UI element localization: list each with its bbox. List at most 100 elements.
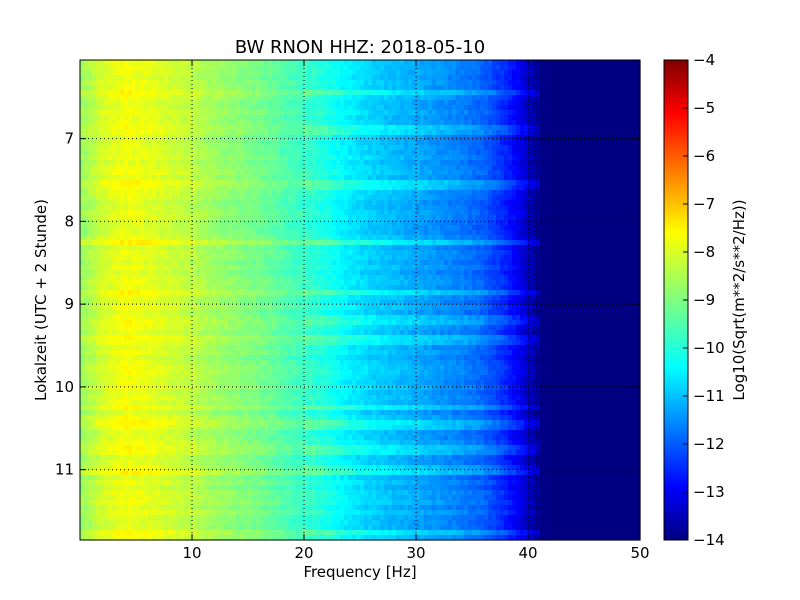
heatmap-cell [148, 155, 153, 161]
heatmap-cell [140, 155, 145, 161]
heatmap-cell [412, 200, 417, 206]
heatmap-cell [420, 130, 425, 136]
heatmap-cell [576, 220, 581, 226]
heatmap-cell [632, 90, 637, 96]
heatmap-cell [504, 175, 509, 181]
heatmap-cell [260, 125, 265, 131]
heatmap-cell [144, 210, 149, 216]
heatmap-cell [264, 160, 269, 166]
heatmap-cell [460, 140, 465, 146]
heatmap-cell [200, 230, 205, 236]
heatmap-cell [148, 185, 153, 191]
heatmap-cell [524, 175, 529, 181]
heatmap-cell [332, 215, 337, 221]
heatmap-cell [104, 140, 109, 146]
heatmap-cell [512, 120, 517, 126]
heatmap-cell [332, 220, 337, 226]
heatmap-cell [608, 95, 613, 101]
heatmap-cell [200, 205, 205, 211]
heatmap-cell [572, 130, 577, 136]
heatmap-cell [216, 220, 221, 226]
heatmap-cell [308, 65, 313, 71]
heatmap-cell [568, 200, 573, 206]
heatmap-cell [316, 150, 321, 156]
heatmap-cell [596, 115, 601, 121]
heatmap-cell [612, 190, 617, 196]
heatmap-cell [452, 135, 457, 141]
heatmap-cell [312, 75, 317, 81]
heatmap-cell [588, 230, 593, 236]
heatmap-cell [564, 135, 569, 141]
heatmap-cell [368, 205, 373, 211]
heatmap-cell [592, 185, 597, 191]
heatmap-cell [408, 175, 413, 181]
heatmap-cell [548, 175, 553, 181]
heatmap-cell [556, 215, 561, 221]
heatmap-cell [116, 135, 121, 141]
heatmap-cell [352, 130, 357, 136]
heatmap-cell [92, 215, 97, 221]
heatmap-cell [492, 180, 497, 186]
heatmap-cell [376, 200, 381, 206]
heatmap-cell [100, 95, 105, 101]
heatmap-cell [204, 120, 209, 126]
heatmap-cell [456, 215, 461, 221]
heatmap-cell [504, 215, 509, 221]
heatmap-cell [508, 150, 513, 156]
heatmap-cell [580, 135, 585, 141]
heatmap-cell [444, 230, 449, 236]
heatmap-cell [520, 105, 525, 111]
heatmap-cell [360, 205, 365, 211]
heatmap-cell [324, 190, 329, 196]
heatmap-cell [264, 205, 269, 211]
heatmap-cell [484, 190, 489, 196]
heatmap-cell [520, 60, 525, 66]
heatmap-cell [92, 80, 97, 86]
heatmap-cell [376, 110, 381, 116]
heatmap-cell [604, 185, 609, 191]
heatmap-cell [636, 195, 641, 201]
heatmap-cell [548, 170, 553, 176]
heatmap-cell [356, 235, 361, 241]
heatmap-cell [408, 95, 413, 101]
heatmap-cell [188, 160, 193, 166]
heatmap-cell [424, 235, 429, 241]
heatmap-cell [296, 95, 301, 101]
heatmap-cell [320, 200, 325, 206]
heatmap-cell [444, 155, 449, 161]
heatmap-cell [552, 75, 557, 81]
heatmap-cell [288, 170, 293, 176]
heatmap-cell [552, 210, 557, 216]
heatmap-cell [160, 115, 165, 121]
heatmap-cell [520, 160, 525, 166]
heatmap-cell [624, 85, 629, 91]
heatmap-cell [408, 140, 413, 146]
heatmap-cell [268, 115, 273, 121]
heatmap-cell [596, 175, 601, 181]
heatmap-cell [312, 170, 317, 176]
heatmap-cell [424, 175, 429, 181]
heatmap-cell [108, 115, 113, 121]
heatmap-cell [276, 185, 281, 191]
heatmap-cell [92, 175, 97, 181]
heatmap-cell [208, 75, 213, 81]
heatmap-cell [492, 145, 497, 151]
heatmap-cell [108, 150, 113, 156]
heatmap-cell [512, 140, 517, 146]
heatmap-cell [396, 225, 401, 231]
heatmap-cell [92, 115, 97, 121]
heatmap-cell [580, 215, 585, 221]
heatmap-cell [156, 165, 161, 171]
heatmap-cell [476, 70, 481, 76]
heatmap-cell [116, 125, 121, 131]
heatmap-cell [468, 115, 473, 121]
heatmap-cell [108, 175, 113, 181]
heatmap-cell [452, 90, 457, 96]
heatmap-cell [600, 110, 605, 116]
heatmap-cell [232, 90, 237, 96]
heatmap-cell [564, 115, 569, 121]
heatmap-cell [340, 105, 345, 111]
heatmap-cell [416, 115, 421, 121]
heatmap-cell [272, 215, 277, 221]
heatmap-cell [204, 195, 209, 201]
